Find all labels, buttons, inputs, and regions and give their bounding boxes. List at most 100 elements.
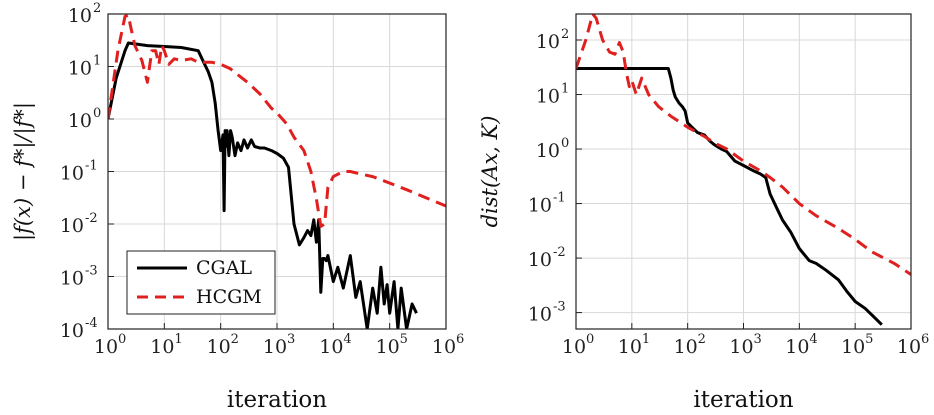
- y-tick-exponent: 2: [561, 27, 569, 42]
- x-tick-label: 10 3: [263, 332, 295, 358]
- y-tick-exponent: -4: [85, 316, 98, 331]
- x-tick-base: 10: [263, 336, 287, 358]
- x-tick-base: 10: [207, 336, 231, 358]
- right-x-ticks: 10 0 10 1 10 2 10 3 10 4 10 5 10 6: [562, 323, 929, 358]
- x-tick-exponent: 3: [754, 332, 762, 347]
- x-tick-base: 10: [94, 336, 118, 358]
- x-tick-label: 10 0: [94, 332, 126, 358]
- y-tick-exponent: -3: [553, 300, 566, 315]
- y-tick-label: 10 -3: [60, 264, 98, 290]
- x-tick-base: 10: [376, 336, 400, 358]
- y-tick-exponent: 1: [93, 54, 101, 69]
- y-tick-label: 10 -1: [528, 191, 566, 217]
- x-tick-label: 10 6: [897, 332, 929, 358]
- y-tick-label: 10 -1: [60, 159, 98, 185]
- x-tick-label: 10 5: [376, 332, 408, 358]
- y-tick-label: 10 -3: [528, 300, 566, 326]
- legend-box: [126, 250, 276, 315]
- x-tick-label: 10 4: [319, 332, 351, 358]
- y-tick-base: 10: [68, 110, 92, 132]
- y-tick-label: 10 2: [536, 27, 569, 53]
- y-tick-label: 10 -2: [528, 245, 566, 271]
- y-tick-exponent: 1: [561, 82, 569, 97]
- y-tick-base: 10: [68, 5, 92, 27]
- x-tick-exponent: 0: [118, 332, 126, 347]
- x-tick-label: 10 2: [207, 332, 239, 358]
- right-x-axis-label: iteration: [693, 387, 793, 413]
- left-x-axis-label: iteration: [227, 387, 327, 413]
- right-series: [576, 14, 911, 326]
- left-y-axis-label-group: |f(x) − f*|/|f*|: [11, 102, 36, 241]
- legend-label-hcgm: HCGM: [196, 286, 262, 308]
- x-tick-base: 10: [562, 336, 586, 358]
- y-tick-base: 10: [536, 86, 560, 108]
- x-tick-base: 10: [841, 336, 865, 358]
- x-tick-label: 10 5: [841, 332, 873, 358]
- series-line-hcgm: [576, 14, 911, 276]
- x-tick-exponent: 1: [642, 332, 650, 347]
- x-tick-label: 10 0: [562, 332, 594, 358]
- legend: CGAL HCGM: [126, 250, 276, 315]
- x-tick-exponent: 6: [456, 332, 464, 347]
- x-tick-label: 10 2: [674, 332, 706, 358]
- y-tick-label: 10 -4: [60, 316, 98, 342]
- left-x-ticks: 10 0 10 1 10 2 10 3 10 4 10 5 10 6: [94, 323, 464, 358]
- x-tick-label: 10 1: [150, 332, 182, 358]
- left-y-axis-label: |f(x) − f*|/|f*|: [11, 102, 36, 241]
- y-tick-label: 10 0: [536, 136, 569, 162]
- y-tick-base: 10: [60, 320, 84, 342]
- y-tick-base: 10: [528, 249, 552, 271]
- x-tick-label: 10 4: [785, 332, 817, 358]
- x-tick-label: 10 6: [432, 332, 464, 358]
- right-plot-panel: 10 0 10 1 10 2 10 3 10 4 10 5 10 6 10 210 110 010 -110 -21…: [478, 13, 929, 413]
- y-tick-label: 10 2: [68, 1, 101, 27]
- x-tick-base: 10: [618, 336, 642, 358]
- x-tick-exponent: 2: [698, 332, 706, 347]
- x-tick-exponent: 5: [865, 332, 873, 347]
- x-tick-base: 10: [897, 336, 921, 358]
- right-grid: [575, 14, 912, 329]
- y-tick-exponent: -2: [85, 211, 98, 226]
- x-tick-base: 10: [674, 336, 698, 358]
- x-tick-exponent: 5: [400, 332, 408, 347]
- series-line-hcgm: [108, 14, 446, 228]
- x-tick-base: 10: [432, 336, 456, 358]
- right-y-axis-label-group: dist(Ax, K): [478, 116, 502, 228]
- x-tick-base: 10: [150, 336, 174, 358]
- x-tick-label: 10 1: [618, 332, 650, 358]
- right-y-axis-label: dist(Ax, K): [478, 116, 502, 228]
- y-tick-label: 10 1: [68, 54, 101, 80]
- left-plot-panel: 10 0 10 1 10 2 10 3 10 4 10 5 10 6 10 210 110 010 -110 -21…: [11, 1, 464, 413]
- x-tick-exponent: 4: [809, 332, 817, 347]
- y-tick-base: 10: [528, 195, 552, 217]
- y-tick-label: 10 -2: [60, 211, 98, 237]
- y-tick-base: 10: [60, 215, 84, 237]
- x-tick-exponent: 6: [921, 332, 929, 347]
- y-tick-exponent: 2: [93, 1, 101, 16]
- left-series: [108, 14, 446, 329]
- y-tick-base: 10: [528, 304, 552, 326]
- series-line-cgal: [576, 67, 883, 326]
- y-tick-exponent: 0: [93, 106, 101, 121]
- x-tick-base: 10: [319, 336, 343, 358]
- y-tick-label: 10 0: [68, 106, 101, 132]
- x-tick-exponent: 2: [231, 332, 239, 347]
- legend-label-cgal: CGAL: [196, 257, 252, 279]
- y-tick-exponent: -2: [553, 245, 566, 260]
- y-tick-base: 10: [60, 163, 84, 185]
- x-tick-base: 10: [729, 336, 753, 358]
- x-tick-base: 10: [785, 336, 809, 358]
- y-tick-base: 10: [60, 268, 84, 290]
- y-tick-base: 10: [68, 58, 92, 80]
- series-line-cgal: [108, 41, 418, 329]
- y-tick-base: 10: [536, 140, 560, 162]
- y-tick-label: 10 1: [536, 82, 569, 108]
- x-tick-exponent: 3: [287, 332, 295, 347]
- y-tick-base: 10: [536, 31, 560, 53]
- x-tick-exponent: 1: [174, 332, 182, 347]
- x-tick-exponent: 4: [343, 332, 351, 347]
- y-tick-exponent: -1: [553, 191, 566, 206]
